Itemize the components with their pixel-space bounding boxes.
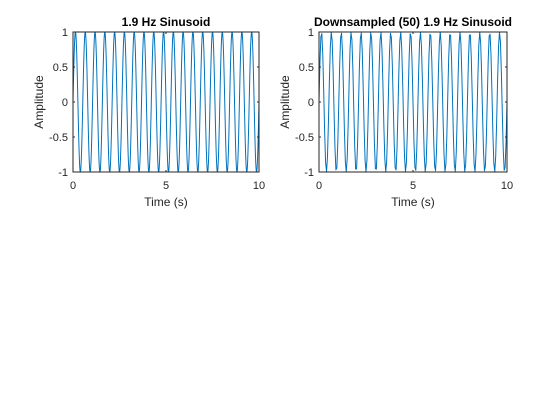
y-tick-label: -1 [304,167,314,179]
y-tick-label: 0.5 [53,62,68,74]
y-tick-label: 1 [308,27,314,39]
x-tick-label: 5 [410,180,416,192]
y-tick-label: 1 [62,27,68,39]
y-axis-label: Amplitude [32,75,46,129]
y-tick-label: -1 [58,167,68,179]
x-tick-label: 0 [316,180,322,192]
x-tick-label: 5 [163,180,169,192]
plot-downsampled: Downsampled (50) 1.9 Hz Sinusoid 1 0.5 0… [278,15,513,209]
y-tick-label: 0.5 [299,62,314,74]
x-axis-label: Time (s) [391,195,435,209]
y-tick-label: -0.5 [295,132,314,144]
plot-title: Downsampled (50) 1.9 Hz Sinusoid [314,15,512,29]
plot-series [72,31,260,173]
x-tick-label: 0 [70,180,76,192]
y-tick-label: -0.5 [49,132,68,144]
plot-title: 1.9 Hz Sinusoid [122,15,211,29]
plot-sinusoid: 1.9 Hz Sinusoid 1 0.5 0 -0.5 -1 0 5 10 T… [32,15,265,209]
y-axis-label: Amplitude [278,75,292,129]
sinusoid-line [72,31,260,173]
plot-series [318,31,508,173]
x-axis-label: Time (s) [144,195,188,209]
y-tick-label: 0 [62,97,68,109]
sinusoid-line [318,31,508,173]
x-tick-label: 10 [253,180,265,192]
y-tick-label: 0 [308,97,314,109]
x-tick-label: 10 [501,180,513,192]
